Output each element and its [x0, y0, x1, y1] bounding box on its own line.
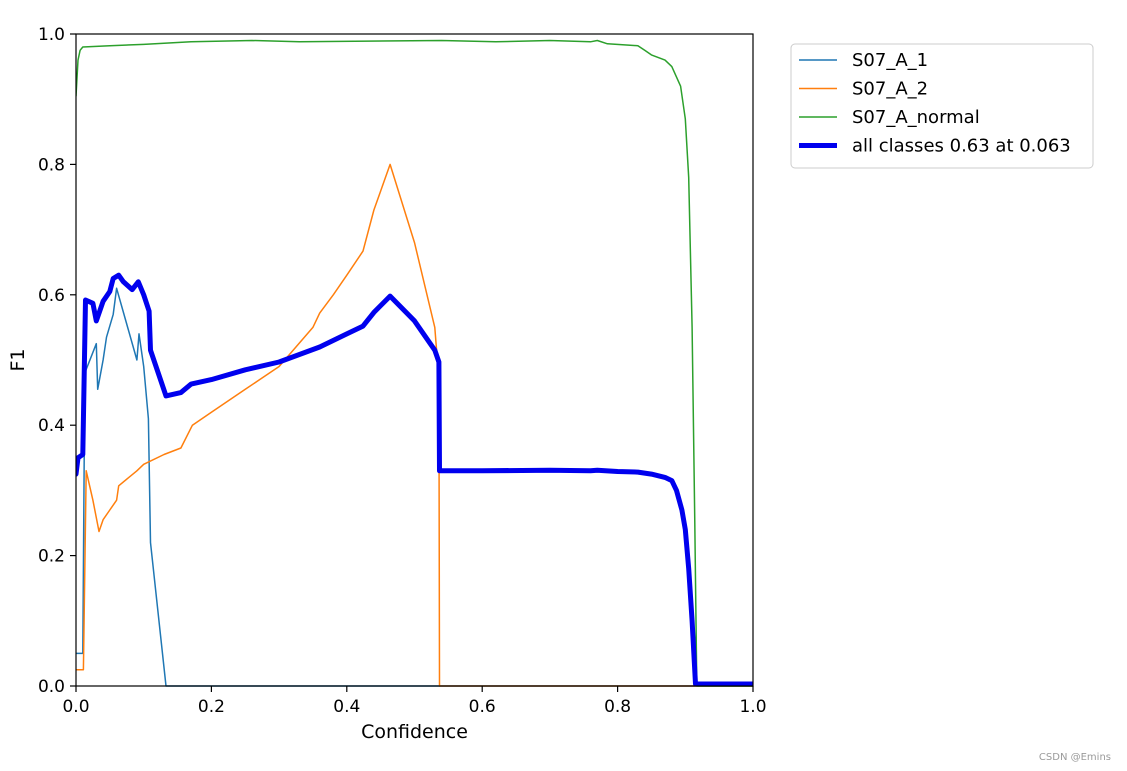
watermark-text: CSDN @Emins — [1038, 752, 1111, 763]
y-tick-label: 1.0 — [38, 25, 65, 45]
x-tick-label: 0.0 — [62, 697, 89, 717]
legend-label-2: S07_A_2 — [852, 79, 928, 100]
x-tick-label: 0.6 — [469, 697, 496, 717]
y-tick-label: 0.0 — [38, 677, 65, 697]
y-axis-label: F1 — [7, 348, 29, 371]
series-layer — [76, 39, 753, 687]
legend-label-4: all classes 0.63 at 0.063 — [852, 136, 1071, 157]
legend-box — [790, 43, 1094, 169]
x-tick-label: 1.0 — [739, 697, 766, 717]
y-tick-label: 0.2 — [38, 547, 65, 567]
x-tick-label: 0.4 — [333, 697, 360, 717]
series-line-3 — [76, 39, 753, 687]
series-line-1 — [76, 287, 753, 687]
y-tick-label: 0.8 — [38, 155, 65, 175]
plot-frame — [75, 33, 754, 687]
series-line-4 — [76, 272, 753, 687]
x-tick-label: 0.8 — [604, 697, 631, 717]
legend-label-1: S07_A_1 — [852, 50, 928, 71]
legend-label-3: S07_A_normal — [852, 107, 980, 128]
x-tick-label: 0.2 — [198, 697, 225, 717]
y-tick-label: 0.6 — [38, 286, 65, 306]
x-axis-label: Confidence — [361, 721, 468, 743]
axes-layer: 0.0 0.2 0.4 0.6 0.8 1.0 0.0 0.2 0.4 0.6 0.8 1.0 — [38, 25, 767, 717]
y-tick-label: 0.4 — [38, 416, 65, 436]
series-line-2 — [76, 163, 753, 687]
